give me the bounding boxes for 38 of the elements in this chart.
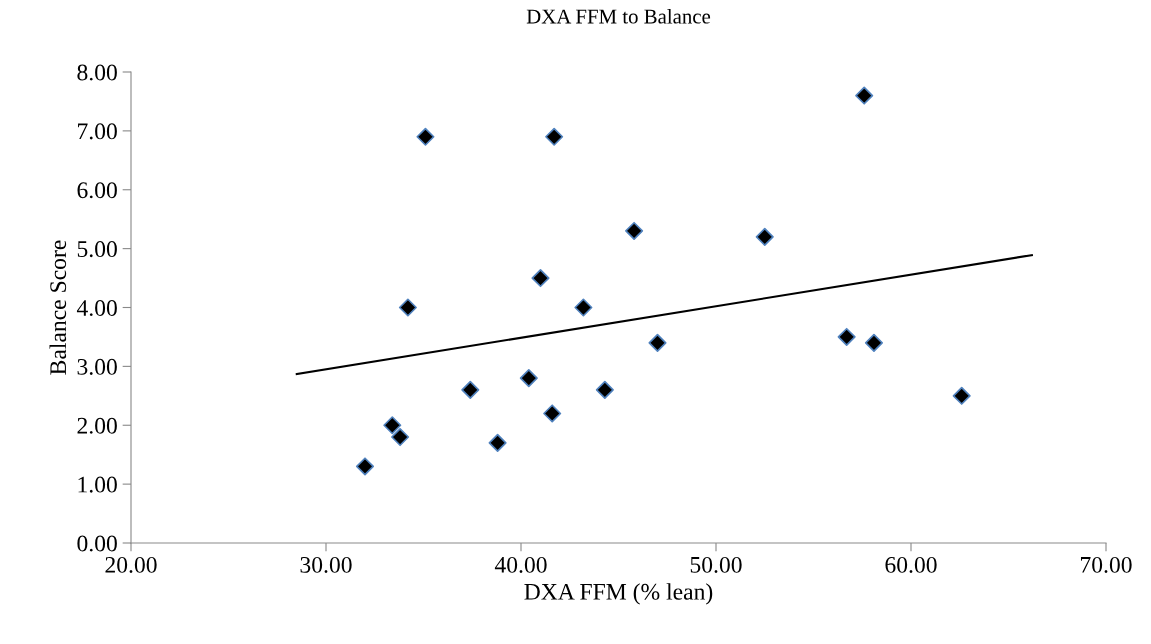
y-tick-label: 1.00 xyxy=(78,476,117,493)
y-tick-label: 0.00 xyxy=(77,535,117,552)
point xyxy=(545,127,564,146)
point xyxy=(625,221,644,241)
x-tick-label: 20.00 xyxy=(105,556,157,573)
point xyxy=(383,416,402,435)
point xyxy=(543,404,562,423)
y-tick-label: 4.00 xyxy=(76,299,117,317)
x-tick-label: 60.00 xyxy=(885,556,937,573)
point xyxy=(952,386,971,405)
point xyxy=(755,227,774,246)
y-tick-label: 3.00 xyxy=(77,358,117,375)
point xyxy=(461,380,480,399)
y-tick-label: 6.00 xyxy=(77,182,117,199)
x-tick-label: 70.00 xyxy=(1080,556,1132,573)
y-tick-label: 8.00 xyxy=(77,64,117,81)
point xyxy=(595,380,614,399)
point xyxy=(648,333,667,352)
point xyxy=(519,369,538,388)
point xyxy=(864,333,884,352)
point xyxy=(855,86,874,105)
point xyxy=(574,298,593,317)
y-axis-title: Balance Score xyxy=(49,240,67,375)
point xyxy=(531,269,550,288)
y-tick-label: 2.00 xyxy=(77,417,117,434)
x-axis-title: DXA FFM (% lean) xyxy=(524,583,713,605)
y-tick-label: 7.00 xyxy=(78,123,117,140)
point xyxy=(837,327,856,346)
y-tick-label: 5.00 xyxy=(77,241,117,258)
point xyxy=(391,427,410,447)
point xyxy=(398,298,417,317)
x-tick-label: 40.00 xyxy=(494,556,547,573)
x-tick-label: 30.00 xyxy=(300,556,352,573)
point xyxy=(416,127,435,146)
point xyxy=(355,457,375,476)
chart-title: DXA FFM to Balance xyxy=(526,8,711,24)
x-tick-label: 50.00 xyxy=(690,556,742,573)
point xyxy=(488,433,507,452)
